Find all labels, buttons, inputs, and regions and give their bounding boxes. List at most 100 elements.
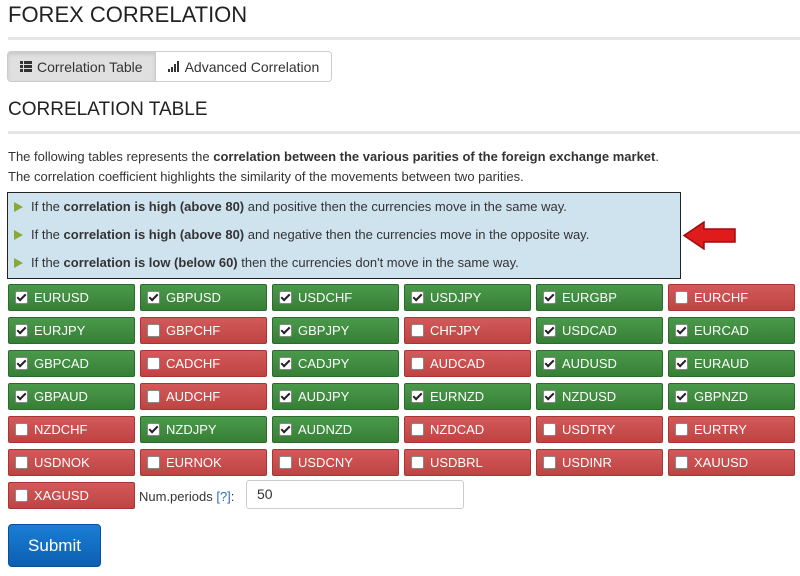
checkbox[interactable]	[15, 456, 28, 469]
checkbox[interactable]	[279, 357, 292, 370]
submit-button[interactable]: Submit	[8, 524, 101, 567]
pair-label: GBPCAD	[34, 356, 89, 371]
checkbox[interactable]	[147, 324, 160, 337]
pair-label: XAUUSD	[694, 455, 749, 470]
pair-toggle[interactable]: GBPCHF	[140, 317, 267, 344]
checkbox[interactable]	[411, 357, 424, 370]
pair-toggle[interactable]: AUDJPY	[272, 383, 399, 410]
pair-toggle[interactable]: EURUSD	[8, 284, 135, 311]
pair-toggle[interactable]: USDINR	[536, 449, 663, 476]
checkbox[interactable]	[15, 291, 28, 304]
checkbox[interactable]	[15, 423, 28, 436]
pair-toggle[interactable]: USDCAD	[536, 317, 663, 344]
text: If the	[31, 199, 64, 214]
checkbox[interactable]	[15, 324, 28, 337]
pair-toggle[interactable]: NZDJPY	[140, 416, 267, 443]
pair-toggle[interactable]: USDCHF	[272, 284, 399, 311]
pair-toggle[interactable]: CADJPY	[272, 350, 399, 377]
checkbox[interactable]	[147, 390, 160, 403]
pair-toggle[interactable]: AUDUSD	[536, 350, 663, 377]
checkbox[interactable]	[543, 456, 556, 469]
bullet	[14, 229, 23, 240]
checkbox[interactable]	[15, 357, 28, 370]
pair-label: EURAUD	[694, 356, 749, 371]
checkbox[interactable]	[675, 291, 688, 304]
pair-toggle[interactable]: EURJPY	[8, 317, 135, 344]
checkbox[interactable]	[543, 324, 556, 337]
checkbox[interactable]	[147, 456, 160, 469]
pair-toggle[interactable]: GBPUSD	[140, 284, 267, 311]
pair-label: CADCHF	[166, 356, 221, 371]
checkbox[interactable]	[147, 357, 160, 370]
checkbox[interactable]	[543, 423, 556, 436]
pair-toggle[interactable]: EURCHF	[668, 284, 795, 311]
pair-label: USDJPY	[430, 290, 482, 305]
pair-toggle[interactable]: USDCNY	[272, 449, 399, 476]
checkbox[interactable]	[411, 390, 424, 403]
pair-toggle[interactable]: AUDCAD	[404, 350, 531, 377]
pair-toggle[interactable]: GBPAUD	[8, 383, 135, 410]
checkbox[interactable]	[15, 489, 28, 502]
section-title: CORRELATION TABLE	[8, 99, 208, 120]
intro-line: The correlation coefficient highlights t…	[8, 169, 524, 184]
pair-toggle[interactable]: EURTRY	[668, 416, 795, 443]
periods-input[interactable]: 50	[246, 480, 464, 509]
pair-toggle[interactable]: NZDUSD	[536, 383, 663, 410]
pair-toggle[interactable]: NZDCHF	[8, 416, 135, 443]
help-link[interactable]: [?]	[216, 489, 231, 504]
pair-toggle[interactable]: GBPNZD	[668, 383, 795, 410]
pair-toggle[interactable]: USDJPY	[404, 284, 531, 311]
checkbox[interactable]	[675, 324, 688, 337]
pair-toggle[interactable]: GBPCAD	[8, 350, 135, 377]
checkbox[interactable]	[411, 456, 424, 469]
checkbox[interactable]	[279, 291, 292, 304]
checkbox[interactable]	[543, 390, 556, 403]
tab-label: Correlation Table	[37, 58, 143, 75]
tab[interactable]: Advanced Correlation	[155, 52, 332, 81]
checkbox[interactable]	[543, 291, 556, 304]
checkbox[interactable]	[543, 357, 556, 370]
checkbox[interactable]	[15, 390, 28, 403]
checkbox[interactable]	[279, 456, 292, 469]
pair-toggle[interactable]: USDTRY	[536, 416, 663, 443]
checkbox[interactable]	[147, 291, 160, 304]
pair-toggle[interactable]: EURGBP	[536, 284, 663, 311]
tab[interactable]: Correlation Table	[8, 52, 156, 81]
pair-toggle[interactable]: AUDCHF	[140, 383, 267, 410]
pair-toggle[interactable]: XAGUSD	[8, 482, 135, 509]
pair-toggle[interactable]: XAUUSD	[668, 449, 795, 476]
pair-toggle[interactable]: USDNOK	[8, 449, 135, 476]
checkbox[interactable]	[279, 423, 292, 436]
checkbox[interactable]	[411, 324, 424, 337]
checkbox[interactable]	[279, 390, 292, 403]
checkbox[interactable]	[675, 423, 688, 436]
checkbox[interactable]	[279, 324, 292, 337]
red-arrow	[682, 221, 736, 250]
checkbox[interactable]	[675, 390, 688, 403]
checkbox[interactable]	[411, 291, 424, 304]
pair-toggle[interactable]: EURNZD	[404, 383, 531, 410]
pair-toggle[interactable]: EURNOK	[140, 449, 267, 476]
pair-label: EURTRY	[694, 422, 747, 437]
pair-label: GBPJPY	[298, 323, 350, 338]
pair-toggle[interactable]: USDBRL	[404, 449, 531, 476]
pair-toggle[interactable]: AUDNZD	[272, 416, 399, 443]
checkbox[interactable]	[675, 456, 688, 469]
pair-toggle[interactable]: GBPJPY	[272, 317, 399, 344]
divider	[8, 131, 800, 134]
checkbox[interactable]	[411, 423, 424, 436]
pair-label: EURUSD	[34, 290, 89, 305]
pair-label: USDTRY	[562, 422, 616, 437]
checkbox[interactable]	[675, 357, 688, 370]
pair-toggle[interactable]: NZDCAD	[404, 416, 531, 443]
pair-label: EURNOK	[166, 455, 222, 470]
pair-toggle[interactable]: EURCAD	[668, 317, 795, 344]
checkbox[interactable]	[147, 423, 160, 436]
text: If the	[31, 227, 64, 242]
bullet	[14, 201, 23, 212]
pair-toggle[interactable]: EURAUD	[668, 350, 795, 377]
pair-label: USDCAD	[562, 323, 617, 338]
pair-toggle[interactable]: CHFJPY	[404, 317, 531, 344]
pair-toggle[interactable]: CADCHF	[140, 350, 267, 377]
